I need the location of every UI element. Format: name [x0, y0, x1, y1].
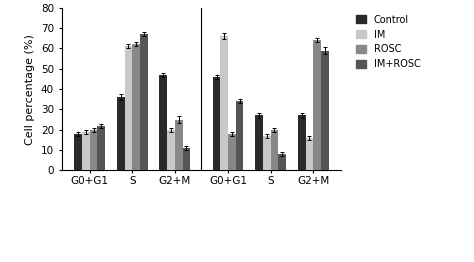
Bar — [213, 77, 220, 170]
Bar — [220, 36, 228, 170]
Bar — [263, 136, 271, 170]
Bar — [321, 51, 328, 170]
Legend: Control, IM, ROSC, IM+ROSC: Control, IM, ROSC, IM+ROSC — [355, 13, 423, 71]
Bar — [306, 138, 313, 170]
Bar — [117, 97, 125, 170]
Y-axis label: Cell percentage (%): Cell percentage (%) — [25, 34, 35, 145]
Bar — [313, 40, 321, 170]
Bar — [236, 101, 244, 170]
Bar — [175, 119, 182, 170]
Bar — [97, 126, 105, 170]
Bar — [82, 132, 90, 170]
Bar — [228, 134, 236, 170]
Bar — [255, 116, 263, 170]
Bar — [140, 34, 147, 170]
Bar — [159, 75, 167, 170]
Bar — [167, 130, 175, 170]
Bar — [182, 148, 190, 170]
Bar — [74, 134, 82, 170]
Bar — [278, 154, 286, 170]
Bar — [132, 45, 140, 170]
Bar — [90, 130, 97, 170]
Bar — [271, 130, 278, 170]
Bar — [125, 46, 132, 170]
Bar — [298, 116, 306, 170]
